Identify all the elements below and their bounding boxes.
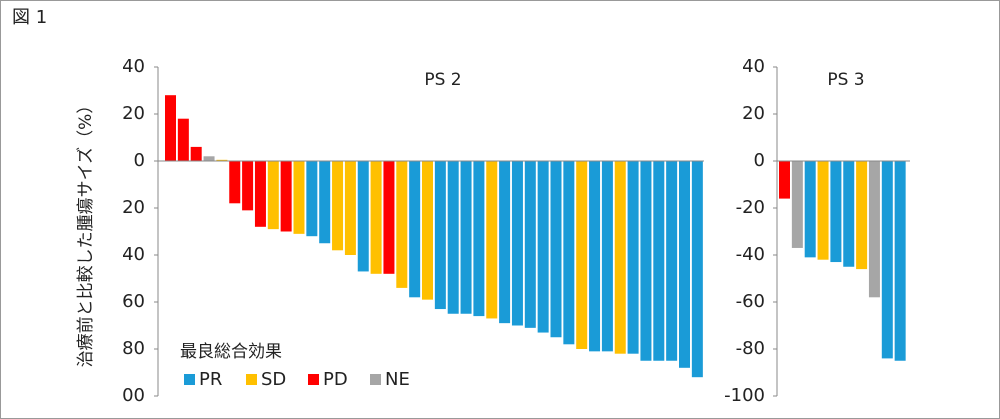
bar: [868, 161, 880, 298]
bar: [486, 161, 498, 319]
bar: [332, 161, 344, 251]
bar: [422, 161, 433, 300]
bar: [306, 161, 318, 237]
bar: [473, 161, 485, 317]
bar: [190, 146, 202, 161]
bar: [280, 161, 292, 232]
legend-swatch: [246, 374, 257, 385]
bar: [344, 161, 356, 255]
bar: [550, 161, 562, 338]
legend-title: 最良総合効果: [180, 342, 282, 362]
y-tick-label: -40: [736, 244, 765, 265]
bar: [434, 161, 446, 310]
y-tick-label: 0: [134, 150, 145, 171]
bar: [203, 156, 215, 161]
bar: [679, 161, 690, 368]
bar: [666, 161, 678, 361]
y-tick-label: -80: [736, 338, 765, 359]
y-axis-label: 治療前と比較した腫瘍サイズ（%）: [76, 97, 96, 368]
bar: [563, 161, 575, 345]
bar: [319, 161, 331, 244]
bar: [791, 161, 803, 248]
bar: [640, 161, 652, 361]
bar: [267, 161, 279, 230]
y-tick-label: 20: [742, 103, 765, 124]
bar: [589, 161, 601, 352]
y-tick-label: -60: [736, 291, 765, 312]
bar: [216, 159, 228, 161]
bar: [614, 161, 626, 354]
legend-swatch: [308, 374, 319, 385]
legend-label: SD: [261, 369, 286, 390]
y-tick-label: 40: [122, 56, 145, 77]
y-tick-label: 20: [122, 197, 145, 218]
bar: [447, 161, 459, 314]
bar: [396, 161, 408, 288]
chart-title: PS 2: [424, 70, 461, 90]
bar: [524, 161, 536, 328]
legend-label: PR: [199, 369, 222, 390]
bar: [383, 161, 395, 274]
bar: [511, 161, 523, 326]
bar: [576, 161, 588, 349]
y-tick-label: 0: [754, 150, 765, 171]
bar: [293, 161, 305, 234]
bar: [537, 161, 549, 333]
legend-label: PD: [323, 369, 348, 390]
bar: [242, 161, 254, 211]
figure-label: 図 1: [12, 7, 47, 28]
y-tick-label: -20: [736, 197, 765, 218]
bar: [370, 161, 382, 274]
bar: [691, 161, 703, 378]
y-tick-label: 40: [122, 244, 145, 265]
y-tick-label: 80: [122, 338, 145, 359]
bar: [177, 118, 189, 161]
bar: [229, 161, 241, 204]
bar: [856, 161, 868, 270]
y-tick-label: 60: [122, 291, 145, 312]
y-tick-label: 40: [742, 56, 765, 77]
bar: [894, 161, 906, 361]
bar: [817, 161, 829, 260]
bar: [843, 161, 855, 267]
bar: [804, 161, 816, 258]
bar: [627, 161, 639, 354]
bar: [460, 161, 472, 314]
y-tick-label: 00: [122, 385, 145, 406]
y-tick-label: 20: [122, 103, 145, 124]
bar: [357, 161, 369, 272]
chart-title: PS 3: [827, 70, 864, 90]
legend-label: NE: [385, 369, 410, 390]
legend-swatch: [370, 374, 381, 385]
bar: [881, 161, 893, 359]
bar: [165, 95, 176, 161]
bar: [409, 161, 421, 298]
bar: [601, 161, 613, 352]
legend-swatch: [184, 374, 195, 385]
bar: [254, 161, 266, 227]
bar: [830, 161, 842, 263]
bar: [499, 161, 511, 324]
bar: [779, 161, 790, 199]
bar: [653, 161, 665, 361]
y-tick-label: -100: [724, 385, 765, 406]
